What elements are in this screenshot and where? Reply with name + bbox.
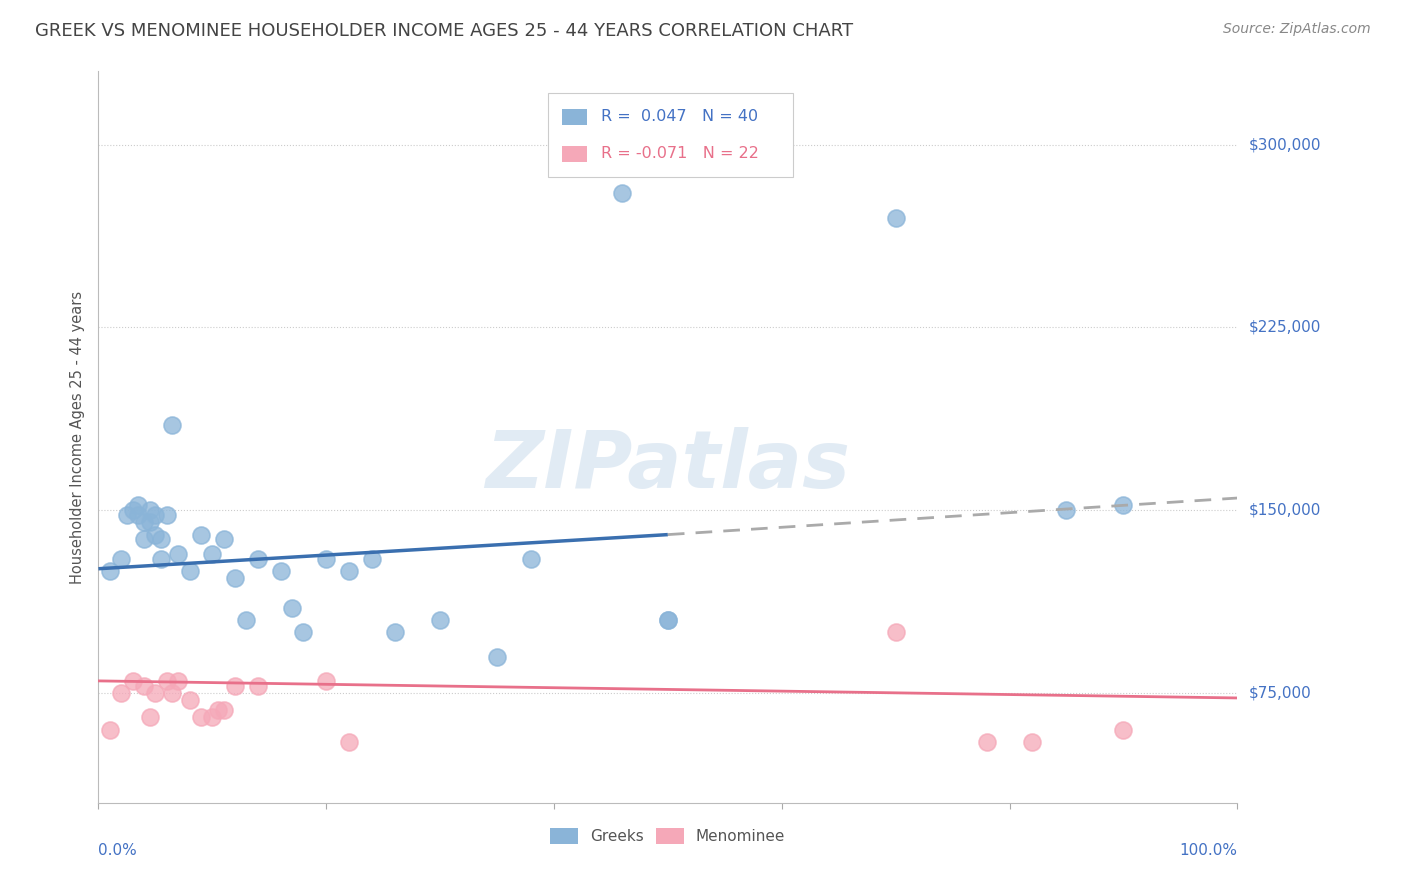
Point bbox=[162, 686, 184, 700]
Y-axis label: Householder Income Ages 25 - 44 years: Householder Income Ages 25 - 44 years bbox=[70, 291, 86, 583]
Text: $75,000: $75,000 bbox=[1249, 686, 1312, 700]
Point bbox=[884, 211, 907, 225]
Point bbox=[190, 710, 212, 724]
Point bbox=[1112, 723, 1135, 737]
Text: 0.0%: 0.0% bbox=[98, 843, 138, 858]
Point bbox=[657, 613, 679, 627]
Point bbox=[235, 613, 257, 627]
Text: $225,000: $225,000 bbox=[1249, 320, 1320, 334]
Point bbox=[132, 516, 155, 530]
Bar bbox=[548, 94, 793, 178]
Point bbox=[486, 649, 509, 664]
Point bbox=[201, 710, 224, 724]
Point bbox=[162, 417, 184, 432]
Point bbox=[976, 735, 998, 749]
Point bbox=[127, 499, 149, 513]
Point bbox=[246, 552, 269, 566]
Text: R = -0.071   N = 22: R = -0.071 N = 22 bbox=[600, 146, 758, 161]
Point bbox=[270, 564, 292, 578]
Point bbox=[190, 527, 212, 541]
Text: 100.0%: 100.0% bbox=[1180, 843, 1237, 858]
Point bbox=[246, 679, 269, 693]
Point bbox=[150, 533, 173, 547]
Point bbox=[132, 533, 155, 547]
Point bbox=[138, 503, 160, 517]
Point bbox=[612, 186, 634, 201]
Point bbox=[138, 516, 160, 530]
Point bbox=[1054, 503, 1078, 517]
Point bbox=[167, 547, 190, 561]
Point bbox=[98, 723, 121, 737]
Point bbox=[110, 552, 132, 566]
Point bbox=[337, 735, 360, 749]
Text: $300,000: $300,000 bbox=[1249, 137, 1320, 152]
Point bbox=[179, 564, 201, 578]
Point bbox=[121, 503, 143, 517]
Point bbox=[1112, 499, 1135, 513]
Text: Source: ZipAtlas.com: Source: ZipAtlas.com bbox=[1223, 22, 1371, 37]
Point bbox=[224, 679, 246, 693]
Point bbox=[281, 600, 304, 615]
Point bbox=[315, 552, 337, 566]
Point bbox=[127, 508, 149, 522]
Point bbox=[212, 533, 235, 547]
Point bbox=[337, 564, 360, 578]
Point bbox=[884, 625, 907, 640]
Point bbox=[292, 625, 315, 640]
Point bbox=[156, 508, 179, 522]
Point bbox=[429, 613, 451, 627]
Point bbox=[132, 679, 155, 693]
Text: $150,000: $150,000 bbox=[1249, 503, 1320, 517]
Text: R =  0.047   N = 40: R = 0.047 N = 40 bbox=[600, 110, 758, 124]
Point bbox=[150, 552, 173, 566]
Point bbox=[520, 552, 543, 566]
Point bbox=[1021, 735, 1043, 749]
Point bbox=[145, 508, 167, 522]
Point bbox=[156, 673, 179, 688]
Point bbox=[201, 547, 224, 561]
Point bbox=[207, 703, 229, 717]
Point bbox=[138, 710, 160, 724]
Point bbox=[167, 673, 190, 688]
Bar bbox=[562, 109, 586, 125]
Point bbox=[110, 686, 132, 700]
Point bbox=[224, 572, 246, 586]
Point bbox=[145, 686, 167, 700]
Point bbox=[657, 613, 679, 627]
Point bbox=[145, 527, 167, 541]
Point bbox=[115, 508, 138, 522]
Point bbox=[384, 625, 406, 640]
Point bbox=[98, 564, 121, 578]
Point bbox=[179, 693, 201, 707]
Point bbox=[315, 673, 337, 688]
Text: GREEK VS MENOMINEE HOUSEHOLDER INCOME AGES 25 - 44 YEARS CORRELATION CHART: GREEK VS MENOMINEE HOUSEHOLDER INCOME AG… bbox=[35, 22, 853, 40]
Bar bbox=[562, 145, 586, 162]
Point bbox=[212, 703, 235, 717]
Point bbox=[360, 552, 382, 566]
Text: ZIPatlas: ZIPatlas bbox=[485, 427, 851, 506]
Point bbox=[121, 673, 143, 688]
Legend: Greeks, Menominee: Greeks, Menominee bbox=[544, 822, 792, 850]
